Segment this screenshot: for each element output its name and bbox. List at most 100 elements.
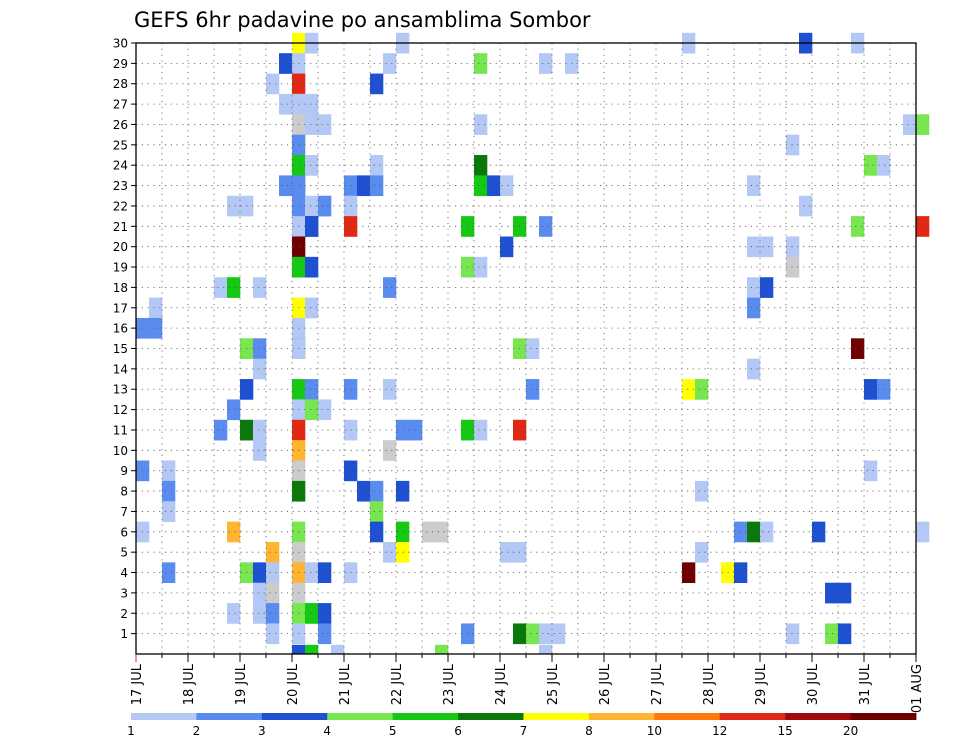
precip-cell: [149, 297, 163, 319]
precip-cell: [266, 541, 280, 563]
y-tick-label: 21: [113, 220, 128, 234]
x-date-label: 29 JUL: [754, 663, 769, 705]
legend-swatch: [392, 713, 459, 720]
precip-cell: [305, 114, 319, 135]
y-tick-label: 18: [113, 281, 128, 295]
precip-cell: [305, 297, 319, 319]
precip-cell: [916, 521, 930, 543]
precip-cell: [227, 277, 241, 298]
y-tick-label: 1: [120, 627, 128, 641]
y-tick-label: 15: [113, 342, 128, 356]
precip-cell: [734, 562, 748, 584]
y-tick-label: 30: [113, 37, 128, 51]
precip-cell: [474, 114, 488, 135]
precip-cell: [305, 256, 319, 278]
precip-cell: [760, 236, 774, 258]
precip-cell: [539, 53, 553, 74]
precip-cell: [318, 603, 332, 624]
legend-label: 12: [712, 724, 727, 738]
legend-label: 2: [193, 724, 201, 738]
gridlines: [136, 42, 916, 654]
precip-cell: [747, 277, 761, 298]
y-tick-label: 3: [120, 586, 128, 600]
y-tick-label: 27: [113, 98, 128, 112]
precip-cell: [266, 562, 280, 584]
precip-cell: [214, 419, 228, 441]
legend-swatch: [850, 713, 917, 720]
legend-label: 8: [585, 724, 593, 738]
precip-cell: [305, 603, 319, 624]
precip-cell: [903, 114, 917, 135]
x-date-label: 26 JUL: [598, 663, 613, 705]
precip-cell: [695, 480, 709, 502]
legend-swatch: [261, 713, 328, 720]
precip-cell: [279, 175, 293, 197]
precip-cell: [383, 541, 397, 563]
x-date-label: 24 JUL: [494, 663, 509, 705]
precip-cell: [682, 562, 696, 584]
precip-cell: [539, 623, 553, 645]
precip-cell: [383, 53, 397, 74]
precip-cell: [786, 236, 800, 258]
y-tick-label: 4: [120, 566, 128, 580]
legend-swatch: [719, 713, 786, 720]
precip-cell: [734, 521, 748, 543]
y-tick-label: 19: [113, 261, 128, 275]
precip-cell: [227, 195, 241, 217]
y-axis: 1234567891011121314151617181920212223242…: [113, 37, 136, 641]
y-tick-label: 11: [113, 423, 128, 437]
precip-cell: [357, 175, 371, 197]
y-tick-label: 2: [120, 607, 128, 621]
precip-cell: [396, 521, 410, 543]
precip-cell: [331, 644, 345, 655]
precip-cell: [318, 562, 332, 584]
y-tick-label: 24: [113, 159, 128, 173]
precip-cell: [825, 623, 839, 645]
precip-cell: [305, 399, 319, 421]
y-tick-label: 5: [120, 546, 128, 560]
y-tick-label: 22: [113, 199, 128, 213]
x-date-label: 19 JUL: [234, 663, 249, 705]
precip-cell: [487, 175, 501, 197]
precip-cell: [227, 521, 241, 543]
precip-cell: [747, 358, 761, 380]
chart-title: GEFS 6hr padavine po ansamblima Sombor: [134, 8, 591, 32]
precip-cell: [214, 277, 228, 298]
precip-cell: [318, 399, 332, 421]
precip-cell: [864, 155, 878, 176]
precip-cell: [435, 644, 449, 655]
precip-cell: [253, 338, 267, 359]
y-tick-label: 17: [113, 301, 128, 315]
precip-cell: [760, 277, 774, 298]
precip-cell: [747, 521, 761, 543]
legend-label: 7: [520, 724, 528, 738]
precip-cell: [526, 379, 540, 400]
precip-cell: [305, 216, 319, 237]
precip-cell: [474, 53, 488, 74]
precip-cell: [266, 623, 280, 645]
legend-swatch: [458, 713, 524, 720]
precip-cell: [266, 603, 280, 624]
precip-cell: [786, 623, 800, 645]
y-tick-label: 12: [113, 403, 128, 417]
legend-swatch: [327, 713, 394, 720]
y-tick-label: 16: [113, 322, 128, 336]
y-tick-label: 29: [113, 57, 128, 71]
legend-label: 20: [843, 724, 858, 738]
precip-cell: [292, 644, 306, 655]
precip-cell: [396, 419, 410, 441]
legend-swatch: [785, 713, 851, 720]
precip-cell: [396, 480, 410, 502]
precip-cell: [227, 399, 241, 421]
precip-cell: [539, 216, 553, 237]
precip-cell: [682, 379, 696, 400]
legend-swatch: [654, 713, 721, 720]
precip-cell: [253, 440, 267, 461]
legend-label: 6: [454, 724, 462, 738]
x-date-label: 23 JUL: [442, 663, 457, 705]
legend-swatch: [523, 713, 590, 720]
x-date-label: 25 JUL: [546, 663, 561, 705]
precip-cell: [253, 603, 267, 624]
y-tick-label: 28: [113, 77, 128, 91]
precip-cell: [786, 256, 800, 278]
